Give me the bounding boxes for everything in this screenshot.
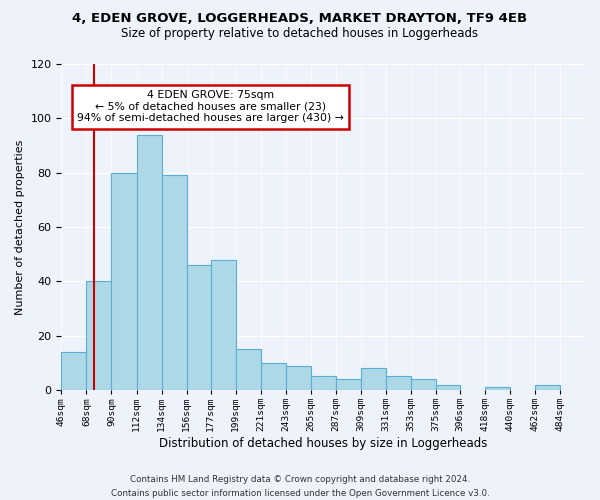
Bar <box>336 379 361 390</box>
X-axis label: Distribution of detached houses by size in Loggerheads: Distribution of detached houses by size … <box>159 437 487 450</box>
Bar <box>187 265 211 390</box>
Bar <box>311 376 336 390</box>
Bar <box>535 384 560 390</box>
Text: Contains HM Land Registry data © Crown copyright and database right 2024.
Contai: Contains HM Land Registry data © Crown c… <box>110 476 490 498</box>
Bar <box>286 366 311 390</box>
Bar <box>86 282 112 390</box>
Bar <box>411 379 436 390</box>
Bar <box>112 172 137 390</box>
Bar <box>236 349 260 390</box>
Bar <box>260 363 286 390</box>
Bar <box>211 260 236 390</box>
Bar <box>161 176 187 390</box>
Bar <box>436 384 460 390</box>
Text: Size of property relative to detached houses in Loggerheads: Size of property relative to detached ho… <box>121 28 479 40</box>
Bar <box>137 134 161 390</box>
Bar <box>61 352 86 390</box>
Bar <box>386 376 411 390</box>
Bar <box>485 388 510 390</box>
Text: 4, EDEN GROVE, LOGGERHEADS, MARKET DRAYTON, TF9 4EB: 4, EDEN GROVE, LOGGERHEADS, MARKET DRAYT… <box>73 12 527 26</box>
Bar <box>361 368 386 390</box>
Y-axis label: Number of detached properties: Number of detached properties <box>15 140 25 314</box>
Text: 4 EDEN GROVE: 75sqm  
← 5% of detached houses are smaller (23)
94% of semi-detac: 4 EDEN GROVE: 75sqm ← 5% of detached hou… <box>77 90 344 124</box>
